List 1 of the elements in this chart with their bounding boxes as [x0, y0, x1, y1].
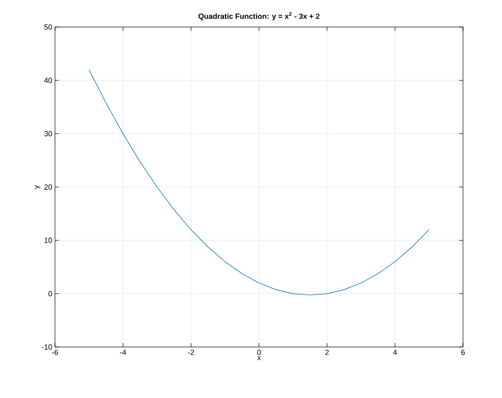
line-series	[88, 69, 430, 296]
